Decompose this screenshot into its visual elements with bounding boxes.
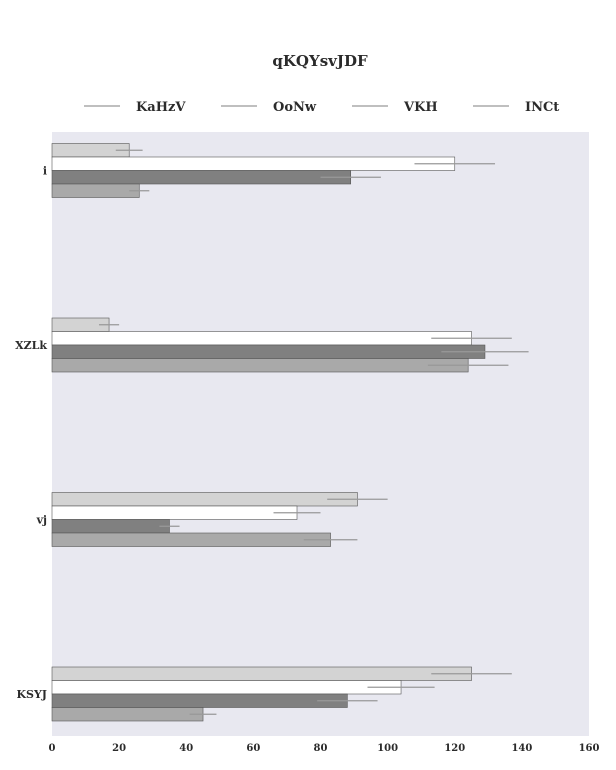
x-tick-label: 60 xyxy=(246,743,260,754)
x-tick-label: 160 xyxy=(579,743,600,754)
legend-item-OoNw: OoNw xyxy=(221,100,317,115)
bar-INCt-XZLk xyxy=(51,358,469,373)
x-tick-label: 80 xyxy=(314,743,328,754)
bars-group xyxy=(51,143,529,722)
bar-INCt-KSYJ xyxy=(51,707,204,722)
bar-INCt-vj xyxy=(51,532,331,547)
x-tick-label: 40 xyxy=(179,743,193,754)
plot-area xyxy=(52,132,589,736)
legend-label: VKH xyxy=(403,100,438,115)
chart-title: qKQYsvJDF xyxy=(272,52,368,70)
bar-VKH-KSYJ xyxy=(51,693,348,708)
bar-VKH-i xyxy=(51,170,352,185)
legend-label: KaHzV xyxy=(136,100,186,115)
y-axis: i XZLk vj KSYJ xyxy=(15,165,47,702)
y-tick-label: XZLk xyxy=(15,339,47,352)
bar-OoNw-KSYJ xyxy=(51,680,402,695)
bar-VKH-vj xyxy=(51,519,170,534)
legend-item-INCt: INCt xyxy=(473,100,559,115)
y-tick-label: vj xyxy=(36,514,47,527)
bar-KaHzV-vj xyxy=(51,492,358,507)
x-tick-label: 120 xyxy=(444,743,465,754)
legend: KaHzV OoNw VKH INCt xyxy=(84,100,559,115)
legend-item-KaHzV: KaHzV xyxy=(84,100,186,115)
bar-INCt-i xyxy=(51,183,140,198)
legend-label: OoNw xyxy=(273,100,317,115)
x-axis: 0 20 40 60 80 100 120 140 160 xyxy=(49,743,600,754)
x-tick-label: 20 xyxy=(112,743,126,754)
bar-KaHzV-KSYJ xyxy=(51,666,472,681)
x-tick-label: 140 xyxy=(511,743,532,754)
x-tick-label: 100 xyxy=(377,743,398,754)
legend-item-VKH: VKH xyxy=(352,100,438,115)
bar-VKH-XZLk xyxy=(51,344,486,359)
y-tick-label: KSYJ xyxy=(16,688,47,701)
bar-OoNw-vj xyxy=(51,505,298,520)
y-tick-label: i xyxy=(43,165,47,178)
bar-OoNw-XZLk xyxy=(51,331,472,346)
x-tick-label: 0 xyxy=(49,743,56,754)
bar-OoNw-i xyxy=(51,156,456,171)
legend-label: INCt xyxy=(525,100,559,115)
